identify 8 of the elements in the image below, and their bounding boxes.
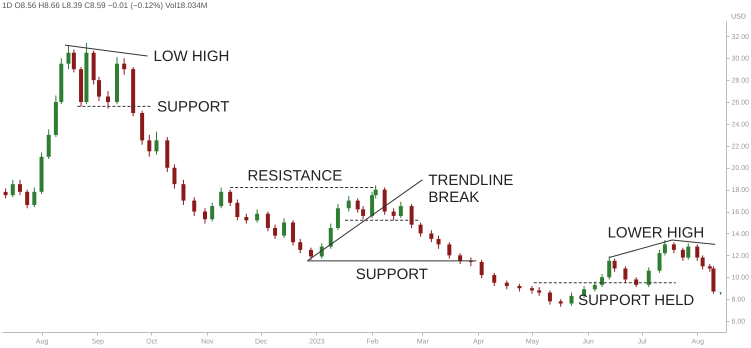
annotation: LOWER HIGH (608, 224, 704, 242)
annotation: RESISTANCE (247, 167, 342, 184)
annotation: TRENDLINE BREAK (428, 172, 514, 206)
annotation: SUPPORT (157, 98, 230, 116)
chart-title: 1D O8.56 H8.66 L8.39 C8.59 −0.01 (−0.12%) Vol18.034M (2, 1, 208, 10)
annotation: SUPPORT HELD (578, 292, 694, 310)
annotation: SUPPORT (356, 266, 428, 283)
annotation: LOW HIGH (154, 48, 230, 66)
